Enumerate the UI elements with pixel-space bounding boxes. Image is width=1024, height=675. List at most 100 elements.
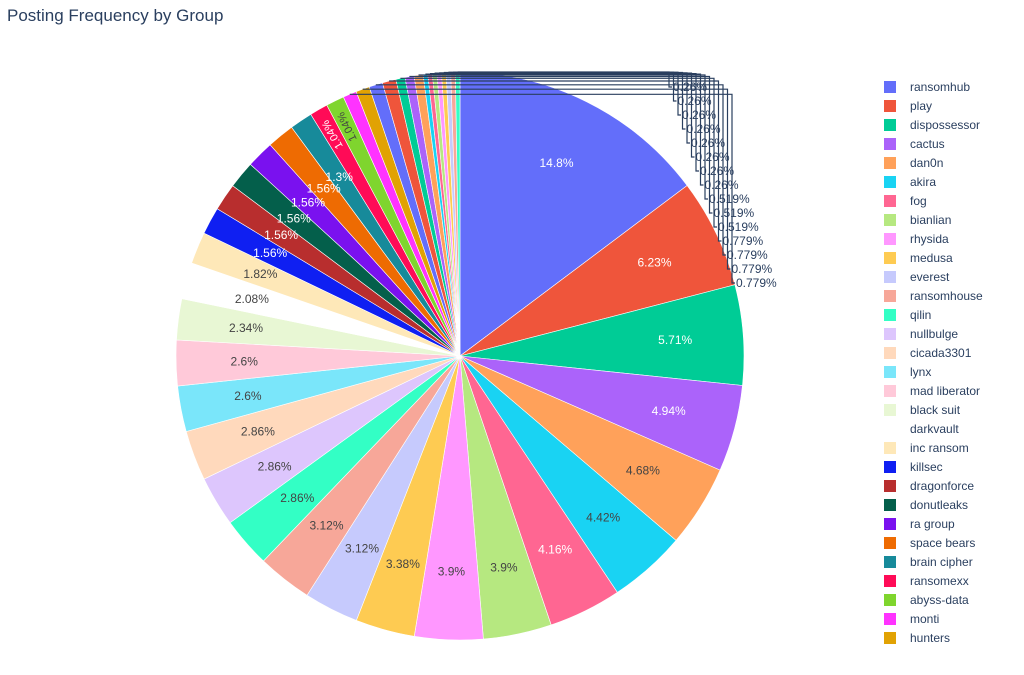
legend-item-black-suit[interactable]: black suit [878, 400, 1018, 419]
slice-label-cicada3301: 2.86% [241, 425, 275, 439]
legend-item-killsec[interactable]: killsec [878, 457, 1018, 476]
outside-labels: 0.779%0.779%0.779%0.779%0.519%0.519%0.51… [349, 71, 777, 290]
legend-item-play[interactable]: play [878, 96, 1018, 115]
slice-label-rhysida: 3.9% [438, 565, 466, 579]
slice-label-darkvault: 2.08% [235, 292, 269, 306]
leader-line-slice-31 [375, 84, 726, 256]
legend-item-cicada3301[interactable]: cicada3301 [878, 343, 1018, 362]
slice-label-dan0n: 4.68% [626, 464, 660, 478]
slice-label-qilin: 2.86% [280, 491, 314, 505]
legend-item-abyss-data[interactable]: abyss-data [878, 590, 1018, 609]
slice-label-hunters: 0.779% [732, 262, 773, 276]
legend-item-lynx[interactable]: lynx [878, 362, 1018, 381]
slice-label-slice-32: 0.779% [723, 234, 764, 248]
legend-swatch [884, 403, 896, 416]
legend-swatch [884, 593, 896, 606]
legend-item-donutleaks[interactable]: donutleaks [878, 495, 1018, 514]
slice-label-donutleaks: 1.56% [277, 211, 311, 225]
legend-swatch [884, 346, 896, 359]
legend-swatch [884, 156, 896, 169]
slice-label-black-suit: 2.34% [229, 321, 263, 335]
legend-item-space-bears[interactable]: space bears [878, 533, 1018, 552]
legend-label: cactus [910, 136, 945, 151]
legend-swatch [884, 479, 896, 492]
legend-label: rhysida [910, 231, 949, 246]
legend-label: dan0n [910, 155, 944, 170]
slice-label-cactus: 4.94% [652, 404, 686, 418]
legend-swatch [884, 422, 896, 435]
legend-label: abyss-data [910, 592, 969, 607]
legend-item-nullbulge[interactable]: nullbulge [878, 324, 1018, 343]
slice-label-medusa: 3.38% [386, 557, 420, 571]
legend-item-everest[interactable]: everest [878, 267, 1018, 286]
legend-label: ra group [910, 516, 955, 531]
legend-swatch [884, 99, 896, 112]
legend-swatch [884, 194, 896, 207]
slice-label-ra-group: 1.56% [291, 196, 325, 210]
legend-swatch [884, 80, 896, 93]
legend-swatch [884, 289, 896, 302]
legend-item-bianlian[interactable]: bianlian [878, 210, 1018, 229]
legend-label: akira [910, 174, 937, 189]
slice-label-slice-36: 0.26% [705, 178, 739, 192]
legend-item-ra-group[interactable]: ra group [878, 514, 1018, 533]
legend-item-mad-liberator[interactable]: mad liberator [878, 381, 1018, 400]
legend-item-hunters[interactable]: hunters [878, 628, 1018, 647]
slice-label-lynx: 2.6% [234, 389, 262, 403]
legend-swatch [884, 251, 896, 264]
legend-item-dragonforce[interactable]: dragonforce [878, 476, 1018, 495]
legend-label: inc ransom [910, 440, 969, 455]
legend-label: cicada3301 [910, 345, 972, 360]
legend-item-ransomhouse[interactable]: ransomhouse [878, 286, 1018, 305]
legend-item-qilin[interactable]: qilin [878, 305, 1018, 324]
legend-swatch [884, 498, 896, 511]
legend-label: ransomexx [910, 573, 969, 588]
legend-label: medusa [910, 250, 953, 265]
legend-label: play [910, 98, 933, 113]
legend-item-dan0n[interactable]: dan0n [878, 153, 1018, 172]
legend-item-ransomexx[interactable]: ransomexx [878, 571, 1018, 590]
legend: ransomhub play dispossessor cactus dan0n akir… [878, 77, 1018, 647]
leader-line-slice-32 [389, 80, 722, 242]
legend-label: qilin [910, 307, 932, 322]
legend-swatch [884, 137, 896, 150]
legend-label: nullbulge [910, 326, 959, 341]
legend-item-inc-ransom[interactable]: inc ransom [878, 438, 1018, 457]
slice-label-slice-33: 0.519% [718, 220, 759, 234]
legend-label: dispossessor [910, 117, 981, 132]
slice-label-inc-ransom: 1.82% [243, 267, 277, 281]
legend-label: space bears [910, 535, 976, 550]
legend-label: lynx [910, 364, 932, 379]
legend-swatch [884, 460, 896, 473]
legend-swatch [884, 270, 896, 283]
legend-swatch [884, 327, 896, 340]
legend-label: fog [910, 193, 927, 208]
slice-label-slice-37: 0.26% [700, 164, 734, 178]
legend-swatch [884, 232, 896, 245]
legend-item-fog[interactable]: fog [878, 191, 1018, 210]
slice-label-slice-39: 0.26% [691, 136, 725, 150]
legend-item-monti[interactable]: monti [878, 609, 1018, 628]
legend-item-medusa[interactable]: medusa [878, 248, 1018, 267]
slice-label-monti: 0.779% [736, 276, 777, 290]
leader-line-monti [349, 93, 735, 284]
legend-swatch [884, 175, 896, 188]
legend-swatch [884, 574, 896, 587]
slice-label-dispossessor: 5.71% [658, 333, 692, 347]
slice-label-everest: 3.12% [345, 541, 379, 555]
slice-label-slice-43: 0.26% [673, 80, 707, 94]
slice-label-play: 6.23% [637, 255, 671, 269]
legend-swatch [884, 118, 896, 131]
legend-item-cactus[interactable]: cactus [878, 134, 1018, 153]
legend-swatch [884, 612, 896, 625]
legend-item-brain-cipher[interactable]: brain cipher [878, 552, 1018, 571]
legend-label: ransomhouse [910, 288, 983, 303]
legend-item-darkvault[interactable]: darkvault [878, 419, 1018, 438]
slice-label-slice-38: 0.26% [696, 150, 730, 164]
legend-item-dispossessor[interactable]: dispossessor [878, 115, 1018, 134]
legend-item-rhysida[interactable]: rhysida [878, 229, 1018, 248]
legend-swatch [884, 365, 896, 378]
legend-item-ransomhub[interactable]: ransomhub [878, 77, 1018, 96]
slice-label-space-bears: 1.56% [307, 182, 341, 196]
legend-item-akira[interactable]: akira [878, 172, 1018, 191]
